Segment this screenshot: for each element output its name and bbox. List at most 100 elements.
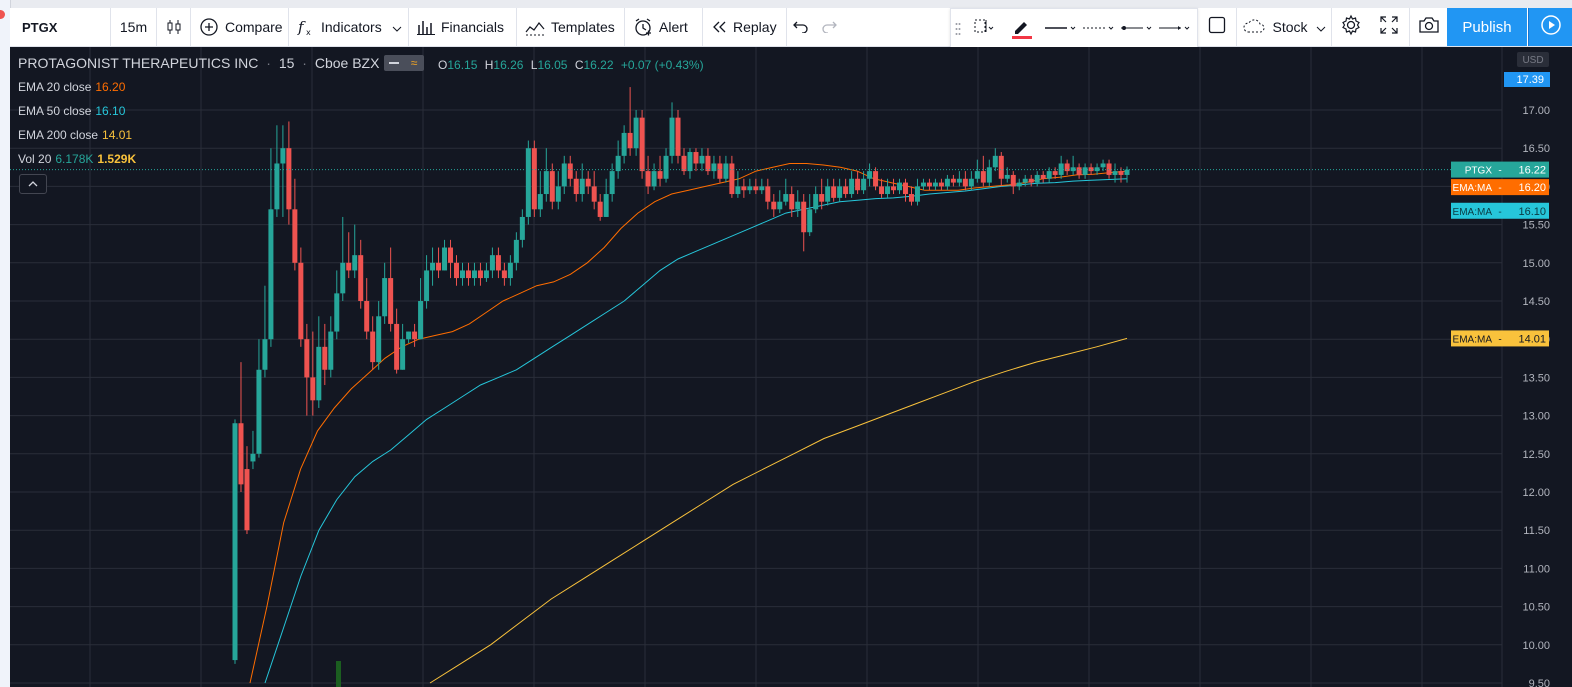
price-tick-label: 12.50 (1522, 449, 1550, 461)
candle-body (843, 186, 849, 195)
candle-body (783, 194, 789, 202)
line-style-solid-button[interactable] (1041, 10, 1079, 48)
interval-button[interactable]: 15m (111, 8, 157, 46)
candle-body (705, 155, 711, 172)
candle-body (1070, 167, 1076, 172)
snapshot-button[interactable] (1409, 8, 1447, 46)
indicators-label: Indicators (321, 19, 382, 35)
price-tick-label: 10.00 (1522, 640, 1550, 652)
candle-body (639, 117, 645, 172)
notification-dot (0, 10, 5, 19)
chart-grid (10, 47, 1502, 687)
price-tick-label: 11.00 (1523, 563, 1550, 575)
line-start-icon (1120, 20, 1152, 38)
compare-label: Compare (225, 19, 283, 35)
drag-handle[interactable] (951, 10, 965, 48)
candle-body (902, 182, 908, 195)
solid-line-icon (1044, 20, 1076, 38)
ema50-value: 16.10 (95, 104, 126, 118)
redo-button[interactable] (815, 8, 843, 46)
select-area-button[interactable] (965, 10, 1003, 48)
play-circle-icon (1540, 14, 1562, 41)
publish-button[interactable]: Publish (1447, 8, 1527, 46)
candle-body (340, 262, 346, 294)
close-value: 16.22 (583, 58, 614, 72)
chart-style-select[interactable]: Stock (1236, 8, 1332, 46)
pencil-color-button[interactable] (1003, 10, 1041, 48)
legend-ema200[interactable]: EMA 200 close 14.01 (18, 128, 132, 142)
financials-button[interactable]: Financials (409, 8, 517, 46)
line-end-style-button[interactable] (1155, 10, 1193, 48)
candle-body (262, 339, 268, 370)
templates-label: Templates (551, 19, 615, 35)
candle-body (735, 186, 741, 195)
price-chart[interactable]: USD 17.39 17.0016.5016.0015.5015.0014.50… (10, 47, 1572, 687)
undo-button[interactable] (787, 8, 815, 46)
currency-badge[interactable] (1517, 52, 1549, 67)
templates-button[interactable]: Templates (517, 8, 625, 46)
volume-bars (336, 661, 341, 687)
candle-body (998, 155, 1004, 179)
candle-body (328, 331, 334, 370)
line-style-dashed-button[interactable] (1079, 10, 1117, 48)
low-value: 16.05 (537, 58, 568, 72)
market-status-chips[interactable]: ≈ (384, 55, 424, 71)
candle-body (1082, 167, 1088, 175)
publish-label: Publish (1462, 18, 1512, 36)
symbol-search-button[interactable]: PTGX (10, 8, 111, 46)
symbol-name: PROTAGONIST THERAPEUTICS INC (18, 55, 259, 71)
candle-body (513, 239, 519, 263)
candle-body (657, 171, 663, 179)
publish-video-button[interactable] (1528, 8, 1572, 46)
alert-button[interactable]: Alert (625, 8, 703, 46)
candle-body (920, 182, 926, 187)
candle-body (591, 186, 597, 202)
legend-collapse-button[interactable] (19, 174, 47, 194)
fullscreen-button[interactable] (1370, 8, 1408, 46)
candle-body (849, 178, 855, 195)
price-tag-value: 14.01 (1518, 333, 1546, 345)
candle-body (280, 148, 286, 164)
wave-chip: ≈ (404, 55, 424, 71)
candle-body (274, 163, 280, 210)
candle-body (1016, 182, 1022, 187)
chevron-down-icon (392, 19, 402, 35)
chevron-up-icon (28, 178, 38, 190)
candle-body (454, 262, 460, 279)
price-axis[interactable]: USD 17.39 17.0016.5016.0015.5015.0014.50… (1501, 47, 1572, 687)
price-tick-label: 9.50 (1529, 678, 1550, 687)
candle-body (615, 155, 621, 172)
candle-body (525, 148, 531, 217)
price-tag-background (1451, 179, 1549, 196)
rectangle-tool-button[interactable] (1200, 8, 1234, 46)
legend-volume[interactable]: Vol 20 6.178K 1.529K (18, 152, 136, 166)
price-tag-separator: - (1498, 166, 1501, 177)
candle-body (1118, 171, 1124, 175)
financials-label: Financials (441, 19, 505, 35)
candle-body (471, 270, 477, 279)
settings-button[interactable] (1333, 8, 1369, 46)
candle-body (531, 148, 537, 210)
volume-label: Vol 20 (18, 152, 52, 166)
candle-body (867, 171, 873, 179)
chart-type-button[interactable] (157, 8, 191, 46)
legend-ema20[interactable]: EMA 20 close 16.20 (18, 80, 125, 94)
candle-body (621, 132, 627, 156)
candle-body (382, 278, 388, 317)
replay-button[interactable]: Replay (703, 8, 787, 46)
candle-body (681, 155, 687, 172)
ema200-path (429, 337, 1128, 684)
change-value: +0.07 (+0.43%) (620, 58, 704, 72)
price-tick-label: 15.50 (1522, 220, 1550, 232)
candle-body (507, 262, 513, 279)
ema50-label: EMA 50 close (18, 104, 92, 118)
high-label: H (484, 58, 494, 72)
volume-value-2: 1.529K (97, 152, 137, 166)
candle-body (567, 163, 573, 179)
compare-button[interactable]: Compare (191, 8, 289, 46)
legend-symbol-title[interactable]: PROTAGONIST THERAPEUTICS INC · 15 · Cboe… (18, 55, 380, 71)
legend-ema50[interactable]: EMA 50 close 16.10 (18, 104, 125, 118)
candle-body (268, 209, 274, 340)
line-start-style-button[interactable] (1117, 10, 1155, 48)
